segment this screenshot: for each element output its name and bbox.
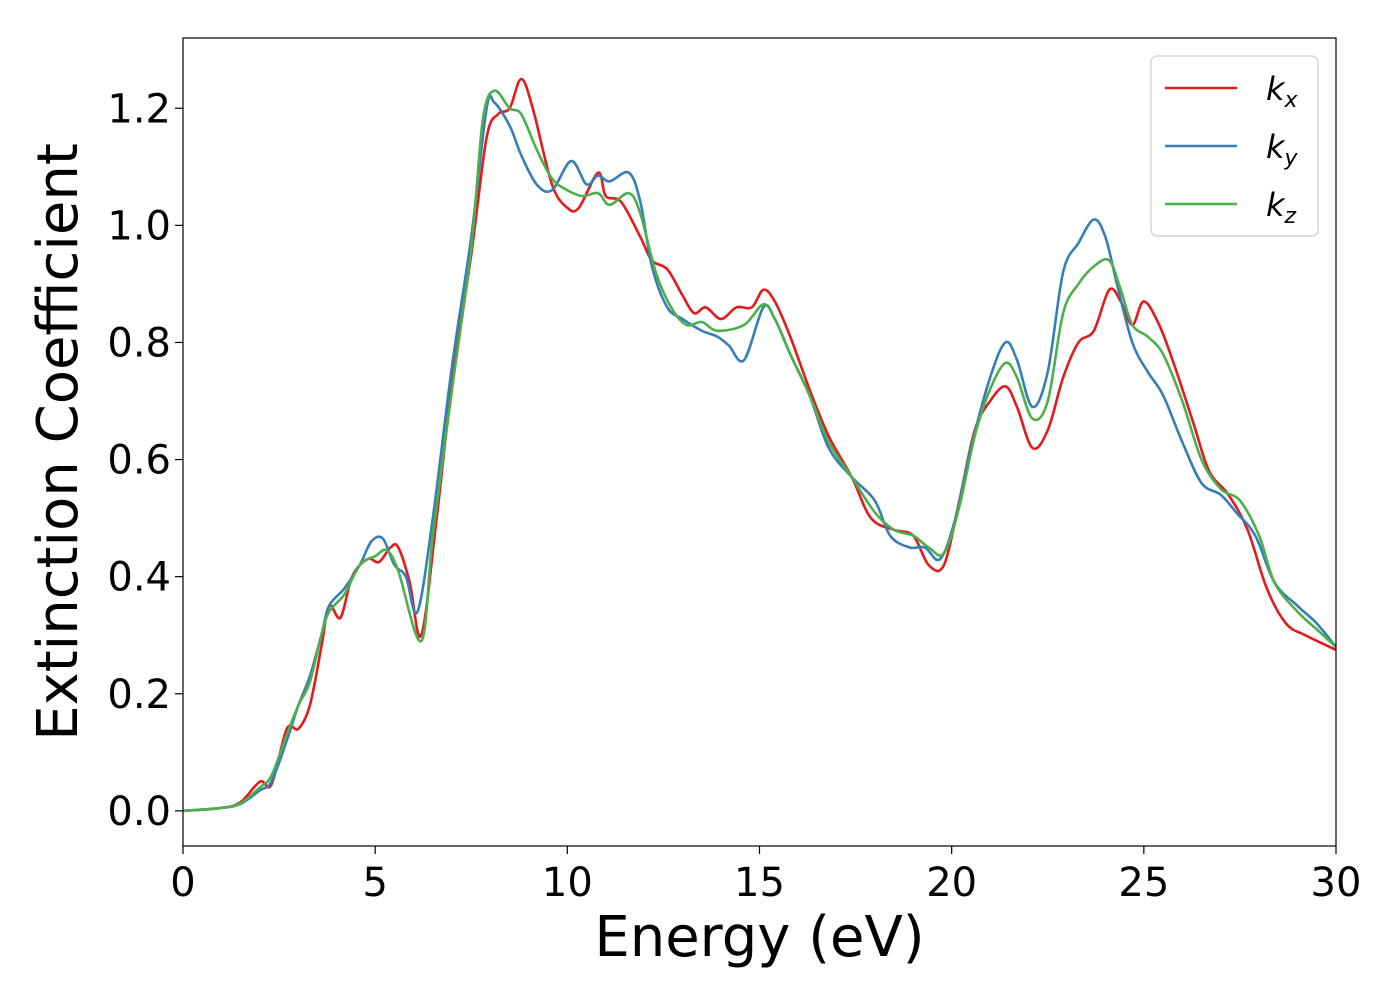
y-tick-label: 0.2: [107, 672, 171, 718]
y-axis-title: Extinction Coefficient: [26, 143, 91, 741]
y-tick-label: 0.8: [107, 320, 171, 366]
legend-subscript: x: [1284, 88, 1299, 113]
series-line-ky: [183, 94, 1336, 813]
x-tick-label: 0: [170, 860, 195, 906]
x-tick-label: 10: [542, 860, 593, 906]
series-lines: [183, 77, 1336, 813]
x-tick-label: 30: [1311, 860, 1362, 906]
plot-frame: [182, 37, 1337, 847]
x-tick-label: 15: [734, 860, 785, 906]
x-tick-label: 5: [362, 860, 387, 906]
axis-ticks: 0 5 10 15 20 25 30 0.0 0.2 0.4 0.6 0.8 1.0 1.2: [107, 86, 1361, 906]
y-tick-label: 0.6: [107, 438, 171, 484]
series-line-kz: [183, 89, 1336, 813]
plot-area: [183, 38, 1336, 846]
x-tick-label: 20: [926, 860, 977, 906]
y-tick-label: 1.2: [107, 86, 171, 132]
y-tick-label: 0.4: [107, 555, 171, 601]
legend-subscript: z: [1284, 204, 1297, 229]
legend-subscript: y: [1284, 146, 1299, 171]
y-tick-label: 0.0: [107, 789, 171, 835]
x-tick-label: 25: [1118, 860, 1169, 906]
y-tick-label: 1.0: [107, 203, 171, 249]
series-line-kx: [183, 77, 1336, 813]
x-axis-title: Energy (eV): [594, 905, 924, 970]
